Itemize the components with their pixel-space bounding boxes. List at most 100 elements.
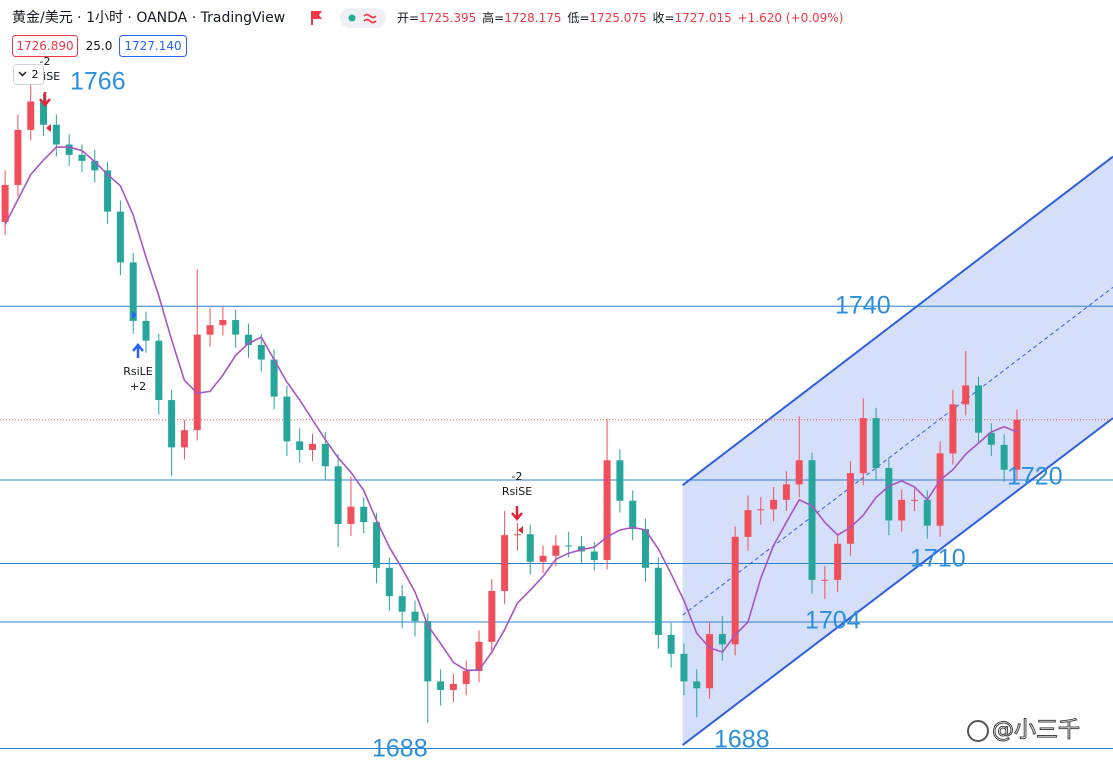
candle-body [834, 543, 842, 580]
status-icon [363, 13, 377, 24]
candle-body [347, 506, 355, 524]
candle-body [40, 101, 48, 125]
candle-body [155, 340, 163, 401]
candle-body [142, 320, 150, 341]
status-badge[interactable] [340, 8, 386, 28]
candle-body [360, 506, 368, 523]
candle-body [411, 611, 419, 622]
candle-body [14, 129, 22, 185]
candle-body [385, 567, 393, 597]
watermark-text: @小三千 [992, 718, 1080, 743]
spread: 25.0 [86, 39, 113, 53]
candle-body [27, 101, 35, 130]
ask-price[interactable]: 1727.140 [124, 39, 181, 53]
candle-body [373, 522, 381, 568]
candle-body [898, 499, 906, 521]
signal-marker [46, 124, 51, 132]
candle-body [808, 460, 816, 580]
candle-body [513, 534, 521, 536]
candle-body [334, 466, 342, 524]
candle-body [846, 473, 854, 544]
level-label: 1710 [910, 545, 966, 573]
candle-body [795, 460, 803, 485]
channel-middle [682, 286, 1113, 616]
candle-body [923, 499, 931, 526]
candle-body [910, 499, 918, 501]
signal-count: -2 [512, 470, 523, 483]
channel-fill [682, 156, 1113, 746]
buy-arrow [132, 343, 144, 358]
level-label: 1766 [70, 68, 126, 96]
ohlc-label: 低= [567, 11, 589, 25]
candle-body [501, 535, 509, 592]
candle-body [629, 500, 637, 530]
ohlc-value: 1725.075 [589, 11, 646, 25]
candle-body [821, 579, 829, 581]
ohlc-value: 1725.395 [419, 11, 476, 25]
candle-body [590, 551, 598, 561]
candle-body [168, 400, 176, 448]
candle-body [718, 634, 726, 645]
candle-body [603, 460, 611, 561]
candle-body [770, 499, 778, 510]
candle-body [232, 320, 240, 335]
candle-body [309, 443, 317, 450]
candle-body [129, 262, 137, 321]
watermark-icon [967, 720, 989, 742]
candle-body [949, 404, 957, 454]
candle-body [642, 529, 650, 568]
candle-body [1000, 444, 1008, 470]
candle-body [744, 510, 752, 537]
candle-body [462, 671, 470, 684]
change: +1.620 (+0.09%) [738, 11, 844, 25]
candle-body [257, 344, 265, 360]
level-label: 1720 [1007, 463, 1063, 491]
candle-body [180, 430, 188, 448]
candle-body [1, 184, 9, 222]
buy-button[interactable] [119, 35, 187, 57]
channel-upper [682, 155, 1113, 487]
level-label: 1688 [714, 726, 770, 754]
candle-body [885, 468, 893, 521]
candle-body [962, 385, 970, 405]
candle-body [65, 144, 73, 155]
candle-body [975, 385, 983, 433]
candle-body [936, 453, 944, 526]
ohlc-value: 1727.015 [675, 11, 732, 25]
candle-body [219, 320, 227, 326]
sell-button[interactable] [12, 35, 78, 57]
candle-body [872, 418, 880, 469]
candle-body [437, 681, 445, 690]
ohlc-value: 1728.175 [504, 11, 561, 25]
ohlc: 开=1725.395 高=1728.175 低=1725.075 收=1727.… [397, 10, 843, 25]
annotations: 1766 1740 1720 1710 1704 1688 1688 -2 Rs… [30, 55, 1063, 763]
candle-body [52, 124, 60, 145]
candle-body [552, 545, 560, 556]
candle-body [987, 432, 995, 445]
collapse-button[interactable] [13, 64, 44, 85]
candle-body [193, 334, 201, 431]
sell-arrow [39, 92, 51, 107]
candle-body [270, 359, 278, 397]
level-label: 1740 [835, 292, 891, 320]
ohlc-label: 开= [397, 11, 419, 25]
collapse-count: 2 [32, 68, 39, 81]
ohlc-label: 高= [482, 10, 504, 25]
signal-name: RsiLE [123, 365, 153, 378]
candle-body [1013, 419, 1021, 470]
level-label: 1688 [372, 735, 428, 763]
chevron [18, 71, 27, 77]
candle-body [706, 634, 714, 689]
moving-average [4, 146, 1018, 671]
watermark: @小三千 [967, 718, 1081, 744]
flag-icon[interactable] [311, 11, 322, 25]
candle-body [616, 460, 624, 501]
candle-body [244, 334, 252, 345]
bid-price[interactable]: 1726.890 [16, 39, 73, 53]
candle-body [475, 641, 483, 672]
candle-body [859, 418, 867, 474]
candle-body [91, 160, 99, 171]
signal-marker [132, 311, 137, 319]
candle-body [488, 591, 496, 642]
